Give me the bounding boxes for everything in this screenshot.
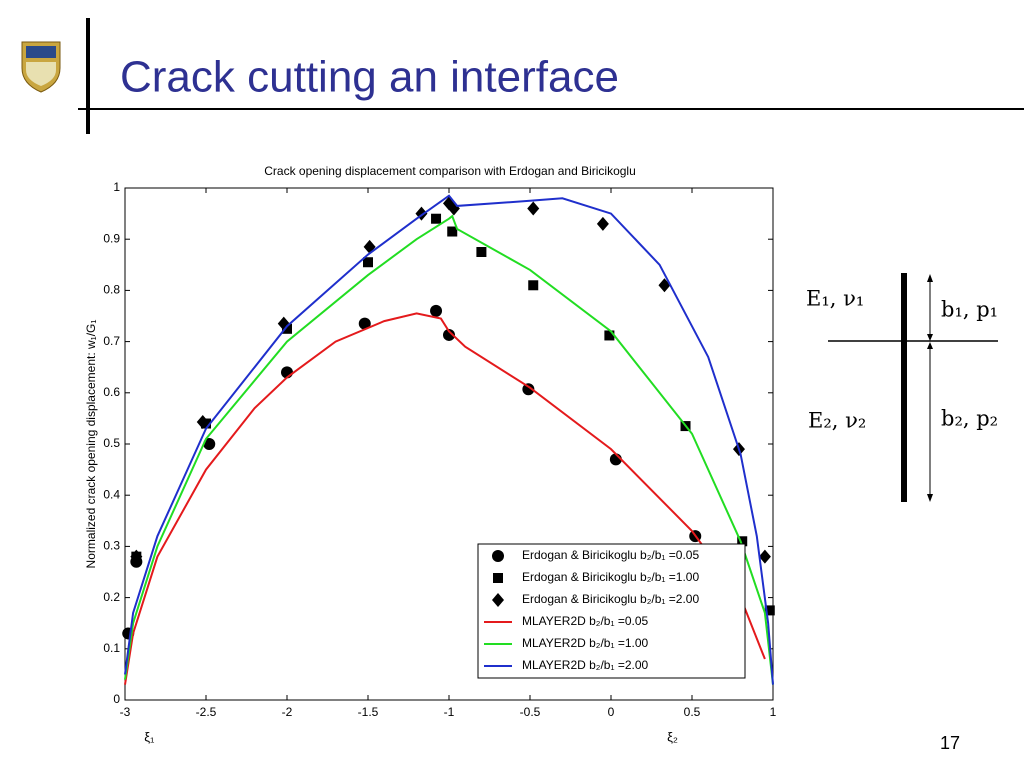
legend-label: Erdogan & Biricikoglu b₂/b₁ =1.00 — [522, 570, 699, 584]
interface-diagram — [828, 273, 998, 502]
diagram-label: E₂, ν₂ — [808, 409, 866, 433]
marker — [528, 280, 539, 291]
y-tick-label: 0.8 — [103, 283, 120, 297]
marker — [443, 328, 455, 341]
marker — [282, 323, 292, 334]
page-number: 17 — [940, 733, 960, 753]
x-tick-label: -0.5 — [520, 705, 541, 719]
marker — [203, 438, 216, 450]
marker — [196, 414, 209, 429]
y-tick-label: 0.9 — [103, 231, 120, 245]
y-tick-label: 0.4 — [103, 487, 120, 501]
logo — [21, 41, 61, 93]
y-tick-label: 0.5 — [103, 436, 120, 450]
x-tick-label: -2 — [282, 705, 293, 719]
x-tick-label: -1 — [444, 705, 455, 719]
line — [124, 214, 774, 685]
x-axis-label: ξ₂ — [667, 729, 678, 744]
marker — [430, 304, 443, 317]
y-tick-label: 0.7 — [103, 334, 120, 348]
x-tick-label: -2.5 — [196, 705, 217, 719]
legend-label: Erdogan & Biricikoglu b₂/b₁ =0.05 — [522, 548, 699, 562]
y-axis-label: Normalized crack opening displacement: w… — [84, 320, 98, 569]
marker — [130, 549, 143, 564]
x-axis-label: ξ₁ — [144, 729, 155, 744]
marker — [527, 201, 540, 216]
x-tick-label: 0 — [608, 705, 615, 719]
y-tick-label: 0.3 — [103, 539, 120, 553]
marker — [492, 593, 504, 607]
y-tick-label: 0.2 — [103, 590, 120, 604]
marker — [492, 550, 504, 562]
legend-label: MLAYER2D b₂/b₁ =1.00 — [522, 636, 649, 650]
marker — [358, 317, 371, 330]
line — [124, 312, 766, 685]
diagram-label: b₂, p₂ — [941, 407, 998, 431]
marker — [363, 239, 376, 254]
diagram-label: b₁, p₁ — [941, 298, 998, 322]
marker — [493, 573, 503, 583]
y-tick-label: 0.6 — [103, 385, 120, 399]
marker — [737, 536, 748, 547]
marker — [764, 605, 775, 616]
chart-title: Crack opening displacement comparison wi… — [264, 164, 636, 178]
diagram-label: E₁, ν₁ — [806, 287, 864, 311]
legend-box — [477, 543, 746, 679]
slide-title: Crack cutting an interface — [120, 53, 619, 102]
marker — [522, 383, 535, 396]
y-tick-label: 0.1 — [103, 641, 120, 655]
legend-label: MLAYER2D b₂/b₁ =2.00 — [522, 658, 649, 672]
marker — [447, 226, 458, 237]
marker — [431, 213, 442, 224]
x-tick-label: -3 — [120, 705, 131, 719]
y-tick-label: 1 — [113, 180, 120, 194]
x-tick-label: -1.5 — [358, 705, 379, 719]
legend-label: Erdogan & Biricikoglu b₂/b₁ =2.00 — [522, 592, 699, 606]
marker — [604, 330, 615, 341]
line — [124, 194, 774, 685]
legend-label: MLAYER2D b₂/b₁ =0.05 — [522, 614, 649, 628]
y-tick-label: 0 — [113, 692, 120, 706]
marker — [363, 257, 373, 268]
marker — [476, 247, 487, 257]
x-tick-label: 1 — [770, 705, 777, 719]
marker — [596, 216, 609, 231]
marker — [758, 549, 771, 564]
x-tick-label: 0.5 — [684, 705, 701, 719]
